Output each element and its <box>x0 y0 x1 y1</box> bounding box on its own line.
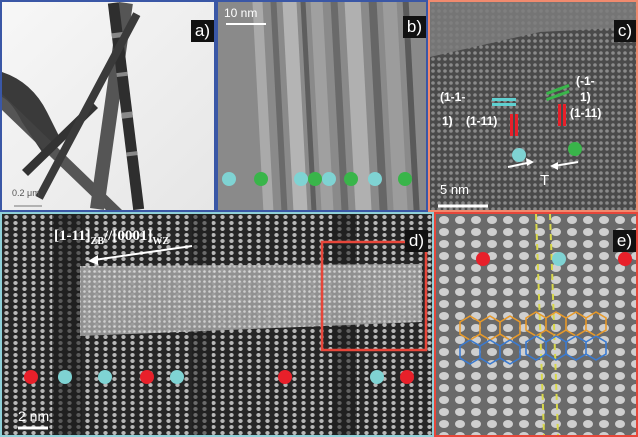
panel-e-lattice-image <box>436 214 636 435</box>
cyan-dot <box>322 172 336 186</box>
panel-d: d) [1-11]ZB//[0001]WZ 2 nm <box>0 212 434 437</box>
panel-b: 10 nm b) <box>216 0 428 212</box>
panel-label: a) <box>190 20 214 42</box>
green-dot <box>568 142 582 156</box>
twin-label: T <box>540 172 550 189</box>
direction-sub-zb: ZB <box>90 236 105 247</box>
cyan-dot <box>98 370 112 384</box>
cyan-dot <box>552 252 566 266</box>
zoom-region-box <box>320 240 428 352</box>
red-dot <box>400 370 414 384</box>
red-dot <box>140 370 154 384</box>
cyan-dot <box>58 370 72 384</box>
plane-label-right: 1) <box>580 90 591 104</box>
cyan-dot <box>512 148 526 162</box>
panel-label: b) <box>402 16 426 38</box>
scale-bar-label: 5 nm <box>440 182 469 197</box>
scale-bar-label: 0.2 μm <box>12 188 40 198</box>
plane-label-right: (-1- <box>576 74 595 88</box>
plane-label-left: 1) <box>442 114 453 128</box>
panel-e: e) <box>434 212 638 437</box>
direction-sub-wz: WZ <box>152 236 170 247</box>
panel-c: c) (1-1- 1) (1-11) (-1- 1) (1-11) T 5 nm <box>428 0 638 212</box>
panel-label: d) <box>404 230 428 252</box>
direction-label: [1-11]ZB//[0001]WZ <box>54 228 169 247</box>
scale-bar-label: 10 nm <box>224 6 258 20</box>
panel-a-nanowire-image <box>2 2 214 210</box>
plane-label-left: (1-11) <box>466 114 498 128</box>
plane-label-left: (1-1- <box>440 90 466 104</box>
panel-label: e) <box>612 230 636 252</box>
panel-a: 0.2 μm a) <box>0 0 216 212</box>
green-dot <box>254 172 268 186</box>
direction-mid: //[0001] <box>104 228 153 244</box>
plane-label-right: (1-11) <box>570 106 602 120</box>
green-dot <box>398 172 412 186</box>
green-dot <box>344 172 358 186</box>
red-dot <box>24 370 38 384</box>
cyan-dot <box>170 370 184 384</box>
red-dot <box>476 252 490 266</box>
scale-bar-label: 2 nm <box>18 408 50 424</box>
cyan-dot <box>368 172 382 186</box>
red-dot <box>278 370 292 384</box>
red-dot <box>618 252 632 266</box>
direction-main: [1-11] <box>54 228 91 244</box>
cyan-dot <box>370 370 384 384</box>
cyan-dot <box>222 172 236 186</box>
panel-c-lattice-image <box>430 2 636 210</box>
panel-label: c) <box>613 20 636 42</box>
green-dot <box>308 172 322 186</box>
nanowire-shadow <box>2 72 62 152</box>
cyan-dot <box>294 172 308 186</box>
panel-d-lattice-image <box>2 214 432 435</box>
